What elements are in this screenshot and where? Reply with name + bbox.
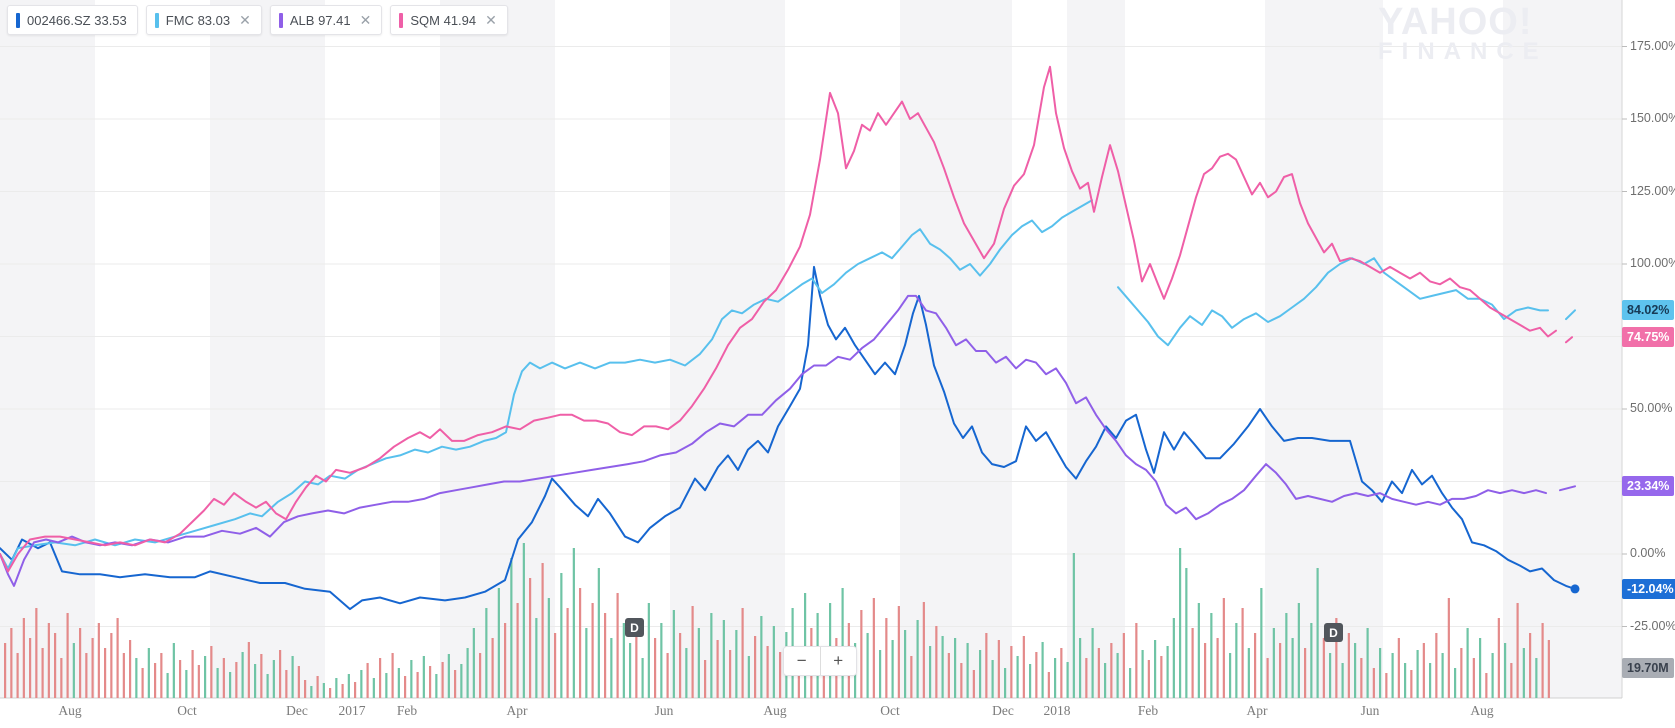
- zoom-in-button[interactable]: +: [820, 647, 856, 675]
- ticker-symbol: SQM: [410, 12, 440, 28]
- ticker-symbol: 002466.SZ: [27, 12, 91, 28]
- ticker-pill-list: 002466.SZ 33.53 FMC 83.03 ✕ ALB 97.41 ✕ …: [7, 5, 508, 35]
- ticker-price: 97.41: [318, 12, 351, 28]
- y-axis-label: 175.00%: [1630, 38, 1675, 53]
- ticker-symbol: FMC: [165, 12, 194, 28]
- ticker-color-bar: [399, 12, 404, 28]
- ticker-symbol: ALB: [289, 12, 315, 28]
- last-price-badge: -12.04%: [1622, 578, 1675, 599]
- x-axis-label: Jun: [1360, 703, 1380, 718]
- ticker-color-bar: [16, 12, 20, 28]
- y-axis-label: 150.00%: [1630, 111, 1675, 125]
- ticker-pill-fmc[interactable]: FMC 83.03 ✕: [145, 5, 262, 35]
- x-axis-label: 2017: [338, 703, 366, 718]
- x-axis-label: Aug: [763, 703, 787, 718]
- ticker-pill-002466sz[interactable]: 002466.SZ 33.53: [7, 5, 138, 35]
- x-axis-label: Aug: [58, 703, 82, 718]
- ticker-pill-alb[interactable]: ALB 97.41 ✕: [269, 5, 383, 35]
- volume-badge: 19.70M: [1622, 658, 1674, 678]
- ticker-price: 33.53: [94, 12, 127, 28]
- x-axis-label: Dec: [992, 703, 1014, 718]
- last-price-badge: 84.02%: [1622, 300, 1675, 321]
- ticker-price: 83.03: [197, 12, 231, 28]
- last-price-badge: 74.75%: [1622, 327, 1675, 348]
- x-axis-label: Jun: [654, 703, 674, 718]
- x-axis-label: Apr: [1246, 703, 1268, 718]
- x-axis-label: Apr: [506, 703, 528, 718]
- y-axis-label: 100.00%: [1630, 256, 1675, 270]
- zoom-out-button[interactable]: −: [784, 647, 821, 675]
- x-axis-label: Feb: [1137, 703, 1159, 718]
- ticker-price: 41.94: [443, 12, 477, 28]
- y-axis-label: -25.00%: [1630, 618, 1675, 633]
- watermark-finance: FINANCE: [1378, 38, 1548, 65]
- close-icon[interactable]: ✕: [359, 12, 372, 28]
- ticker-pill-sqm[interactable]: SQM 41.94 ✕: [390, 5, 508, 35]
- close-icon[interactable]: ✕: [485, 12, 497, 28]
- y-axis-label: 50.00%: [1630, 401, 1673, 415]
- x-axis-label: Aug: [1470, 703, 1494, 718]
- x-axis-label: Feb: [396, 703, 418, 718]
- x-axis-label: Oct: [177, 703, 197, 718]
- dividend-marker[interactable]: D: [625, 618, 644, 637]
- x-axis-label: 2018: [1043, 703, 1071, 718]
- ticker-color-bar: [154, 12, 159, 28]
- y-axis-label: 0.00%: [1630, 546, 1666, 560]
- y-axis-label: 125.00%: [1630, 183, 1675, 198]
- ticker-color-bar: [278, 12, 283, 28]
- dividend-marker[interactable]: D: [1324, 623, 1343, 642]
- zoom-control: − +: [783, 646, 857, 676]
- last-price-badge: 23.34%: [1622, 476, 1675, 497]
- x-axis-label: Dec: [286, 703, 308, 718]
- x-axis-label: Oct: [880, 703, 900, 718]
- watermark-yahoo: YAHOO!: [1378, 1, 1533, 43]
- close-icon[interactable]: ✕: [239, 12, 251, 28]
- yahoo-finance-watermark: YAHOO! FINANCE: [1378, 1, 1548, 65]
